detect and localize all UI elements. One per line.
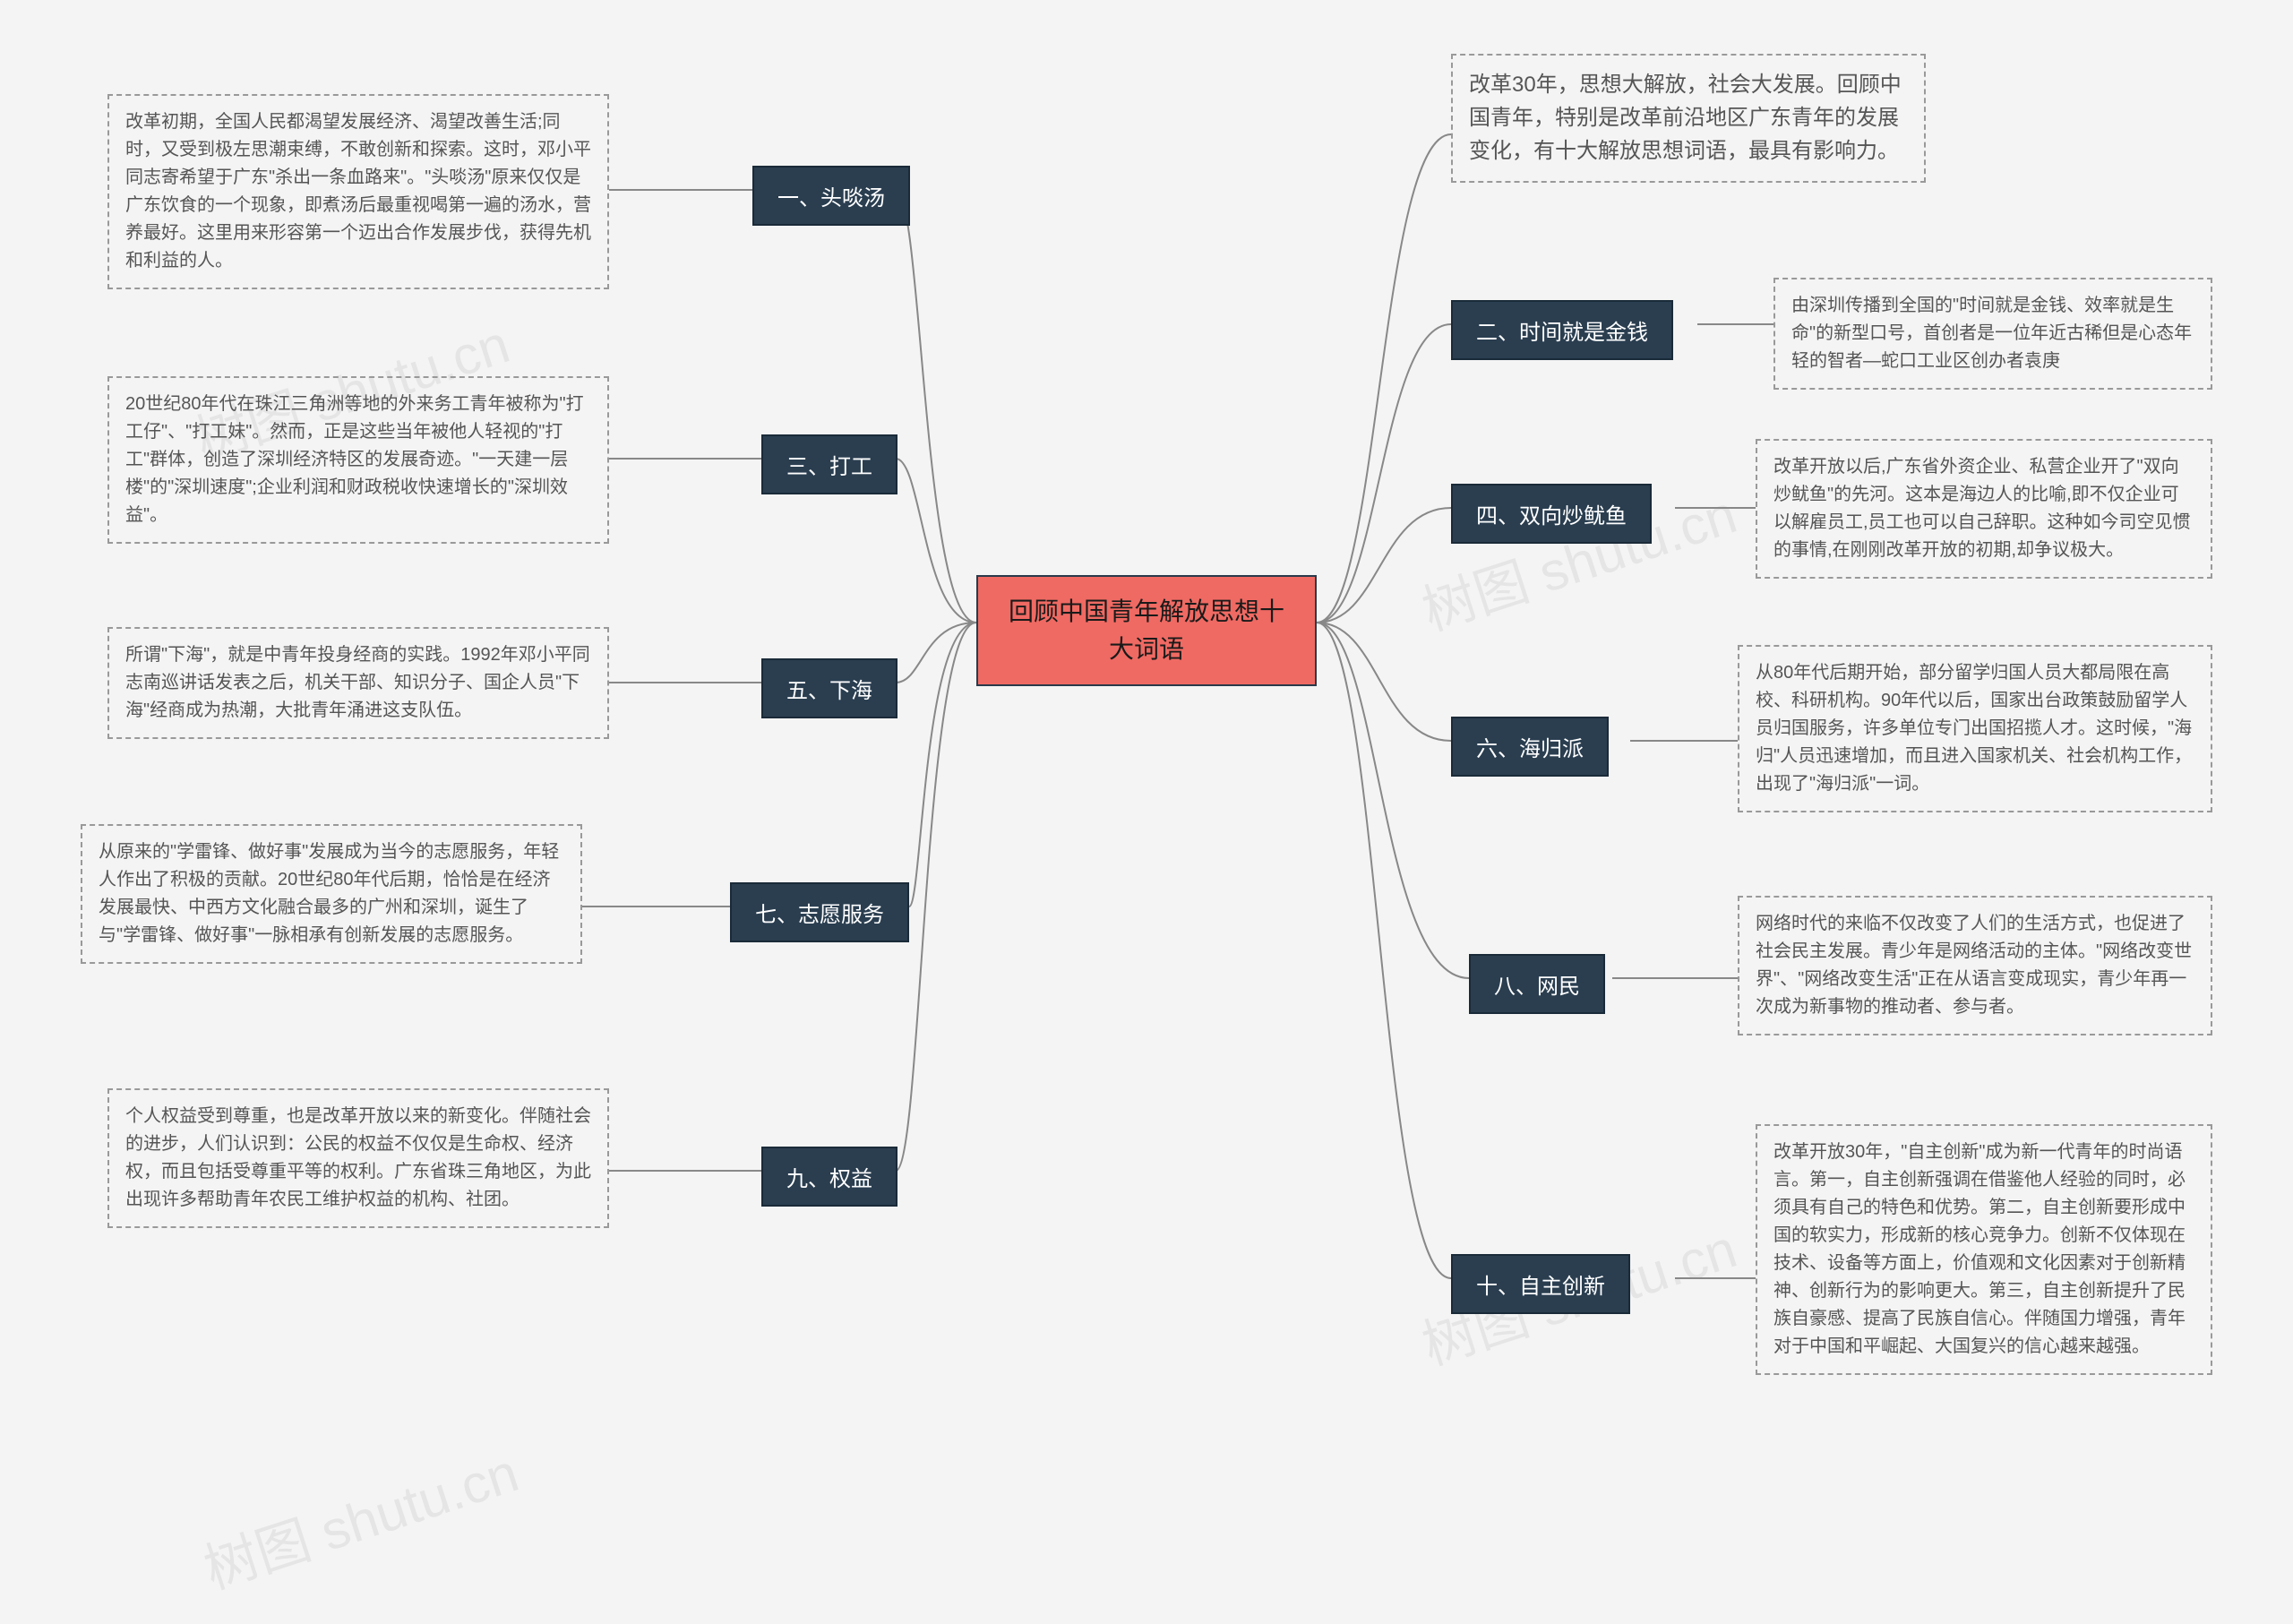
- branch-2: 二、时间就是金钱: [1451, 300, 1673, 360]
- desc-7: 从原来的"学雷锋、做好事"发展成为当今的志愿服务，年轻人作出了积极的贡献。20世…: [81, 824, 582, 964]
- desc-6: 从80年代后期开始，部分留学归国人员大都局限在高校、科研机构。90年代以后，国家…: [1738, 645, 2212, 812]
- branch-4: 四、双向炒鱿鱼: [1451, 484, 1652, 544]
- branch-10: 十、自主创新: [1451, 1254, 1630, 1314]
- branch-8: 八、网民: [1469, 954, 1605, 1014]
- intro-desc: 改革30年，思想大解放，社会大发展。回顾中国青年，特别是改革前沿地区广东青年的发…: [1451, 54, 1926, 183]
- branch-1: 一、头啖汤: [752, 166, 910, 226]
- branch-3: 三、打工: [761, 434, 897, 494]
- desc-9: 个人权益受到尊重，也是改革开放以来的新变化。伴随社会的进步，人们认识到：公民的权…: [107, 1088, 609, 1228]
- desc-4: 改革开放以后,广东省外资企业、私营企业开了"双向炒鱿鱼"的先河。这本是海边人的比…: [1756, 439, 2212, 579]
- branch-9: 九、权益: [761, 1147, 897, 1207]
- branch-6: 六、海归派: [1451, 717, 1609, 777]
- desc-8: 网络时代的来临不仅改变了人们的生活方式，也促进了社会民主发展。青少年是网络活动的…: [1738, 896, 2212, 1035]
- desc-5: 所谓"下海"，就是中青年投身经商的实践。1992年邓小平同志南巡讲话发表之后，机…: [107, 627, 609, 739]
- desc-1: 改革初期，全国人民都渴望发展经济、渴望改善生活;同时，又受到极左思潮束缚，不敢创…: [107, 94, 609, 289]
- desc-2: 由深圳传播到全国的"时间就是金钱、效率就是生命"的新型口号，首创者是一位年近古稀…: [1773, 278, 2212, 390]
- branch-7: 七、志愿服务: [730, 882, 909, 942]
- desc-3: 20世纪80年代在珠江三角洲等地的外来务工青年被称为"打工仔"、"打工妹"。然而…: [107, 376, 609, 544]
- desc-10: 改革开放30年，"自主创新"成为新一代青年的时尚语言。第一，自主创新强调在借鉴他…: [1756, 1124, 2212, 1375]
- branch-5: 五、下海: [761, 658, 897, 718]
- watermark: 树图 shutu.cn: [193, 1430, 527, 1604]
- center-node: 回顾中国青年解放思想十大词语: [976, 575, 1317, 686]
